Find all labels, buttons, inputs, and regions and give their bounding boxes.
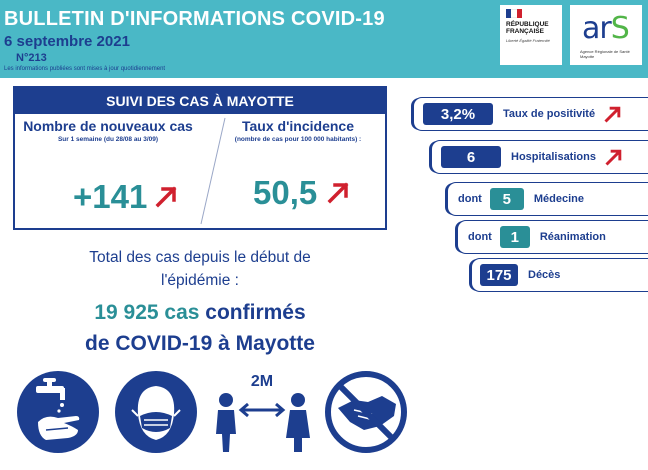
total-cases-intro: Total des cas depuis le début de l'épidé…: [50, 246, 350, 292]
indicator-reanimation: dont 1 Réanimation: [458, 221, 648, 253]
trend-up-arrow-icon: [155, 186, 177, 208]
medecine-prefix: dont: [458, 193, 482, 205]
deces-value: 175: [480, 264, 518, 286]
bulletin-title: BULLETIN D'INFORMATIONS COVID-19: [4, 8, 385, 30]
total-cases-count: 19 925 cas: [94, 301, 200, 324]
no-handshake-icon: [325, 371, 407, 453]
header-banner: BULLETIN D'INFORMATIONS COVID-19 6 septe…: [0, 0, 648, 78]
incidence-column: Taux d'incidence (nombre de cas pour 100…: [211, 118, 385, 143]
total-cases-figure: 19 925 cas confirmés de COVID-19 à Mayot…: [40, 297, 360, 359]
rf-name-line2: FRANÇAISE: [506, 28, 544, 35]
trend-up-arrow-icon: [605, 149, 622, 166]
case-tracking-box: SUIVI DES CAS À MAYOTTE Nombre de nouvea…: [13, 86, 387, 230]
deces-label: Décès: [528, 269, 561, 281]
positivity-value: 3,2%: [423, 103, 493, 125]
positivity-label: Taux de positivité: [503, 108, 596, 120]
indicator-medecine: dont 5 Médecine: [448, 183, 648, 215]
ars-logo: arS Agence Régionale de Santé Mayotte: [570, 5, 642, 65]
social-distancing-icon: 2M: [216, 373, 310, 452]
new-cases-title: Nombre de nouveaux cas: [23, 118, 193, 134]
medecine-label: Médecine: [533, 193, 584, 205]
ars-wordmark: arS: [582, 11, 630, 46]
total-intro-line2: l'épidémie :: [161, 272, 239, 289]
update-note: Les informations publiées sont mises à j…: [4, 66, 166, 72]
hospitalisations-value: 6: [441, 146, 501, 168]
reanimation-label: Réanimation: [539, 231, 606, 243]
total-intro-line1: Total des cas depuis le début de: [89, 249, 311, 266]
french-flag-icon: [506, 9, 522, 18]
reanimation-value: 1: [499, 226, 530, 248]
hospitalisations-label: Hospitalisations: [511, 151, 596, 163]
indicator-positivity: 3,2% Taux de positivité: [414, 98, 648, 130]
trend-up-arrow-icon: [604, 106, 621, 123]
bulletin-number: N°213: [16, 52, 47, 64]
incidence-subtitle: (nombre de cas pour 100 000 habitants) :: [234, 136, 362, 143]
case-tracking-title: SUIVI DES CAS À MAYOTTE: [15, 88, 385, 114]
bulletin-date: 6 septembre 2021: [4, 33, 130, 50]
column-divider: [200, 117, 226, 225]
ars-subtitle: Agence Régionale de Santé Mayotte: [580, 49, 630, 59]
trend-up-arrow-icon: [327, 182, 349, 204]
new-cases-value: +141: [73, 178, 148, 215]
new-cases-column: Nombre de nouveaux cas Sur 1 semaine (du…: [15, 118, 201, 143]
new-cases-subtitle: Sur 1 semaine (du 28/08 au 3/09): [57, 136, 159, 143]
face-mask-icon: [115, 371, 197, 453]
incidence-value: 50,5: [253, 174, 318, 211]
indicator-hospitalisations: 6 Hospitalisations: [432, 141, 648, 173]
incidence-title: Taux d'incidence: [242, 118, 354, 134]
medecine-value: 5: [489, 188, 524, 210]
reanimation-prefix: dont: [468, 231, 492, 243]
distance-label: 2M: [251, 373, 273, 390]
total-cases-confirmed: confirmés: [205, 301, 306, 324]
total-cases-location: de COVID-19 à Mayotte: [85, 332, 315, 355]
republique-francaise-logo: RÉPUBLIQUE FRANÇAISE Liberté Égalité Fra…: [500, 5, 562, 65]
rf-name-line1: RÉPUBLIQUE: [506, 21, 549, 28]
handwashing-icon: [17, 371, 99, 453]
rf-motto: Liberté Égalité Fraternité: [506, 38, 550, 43]
indicator-deces: 175 Décès: [472, 259, 648, 291]
